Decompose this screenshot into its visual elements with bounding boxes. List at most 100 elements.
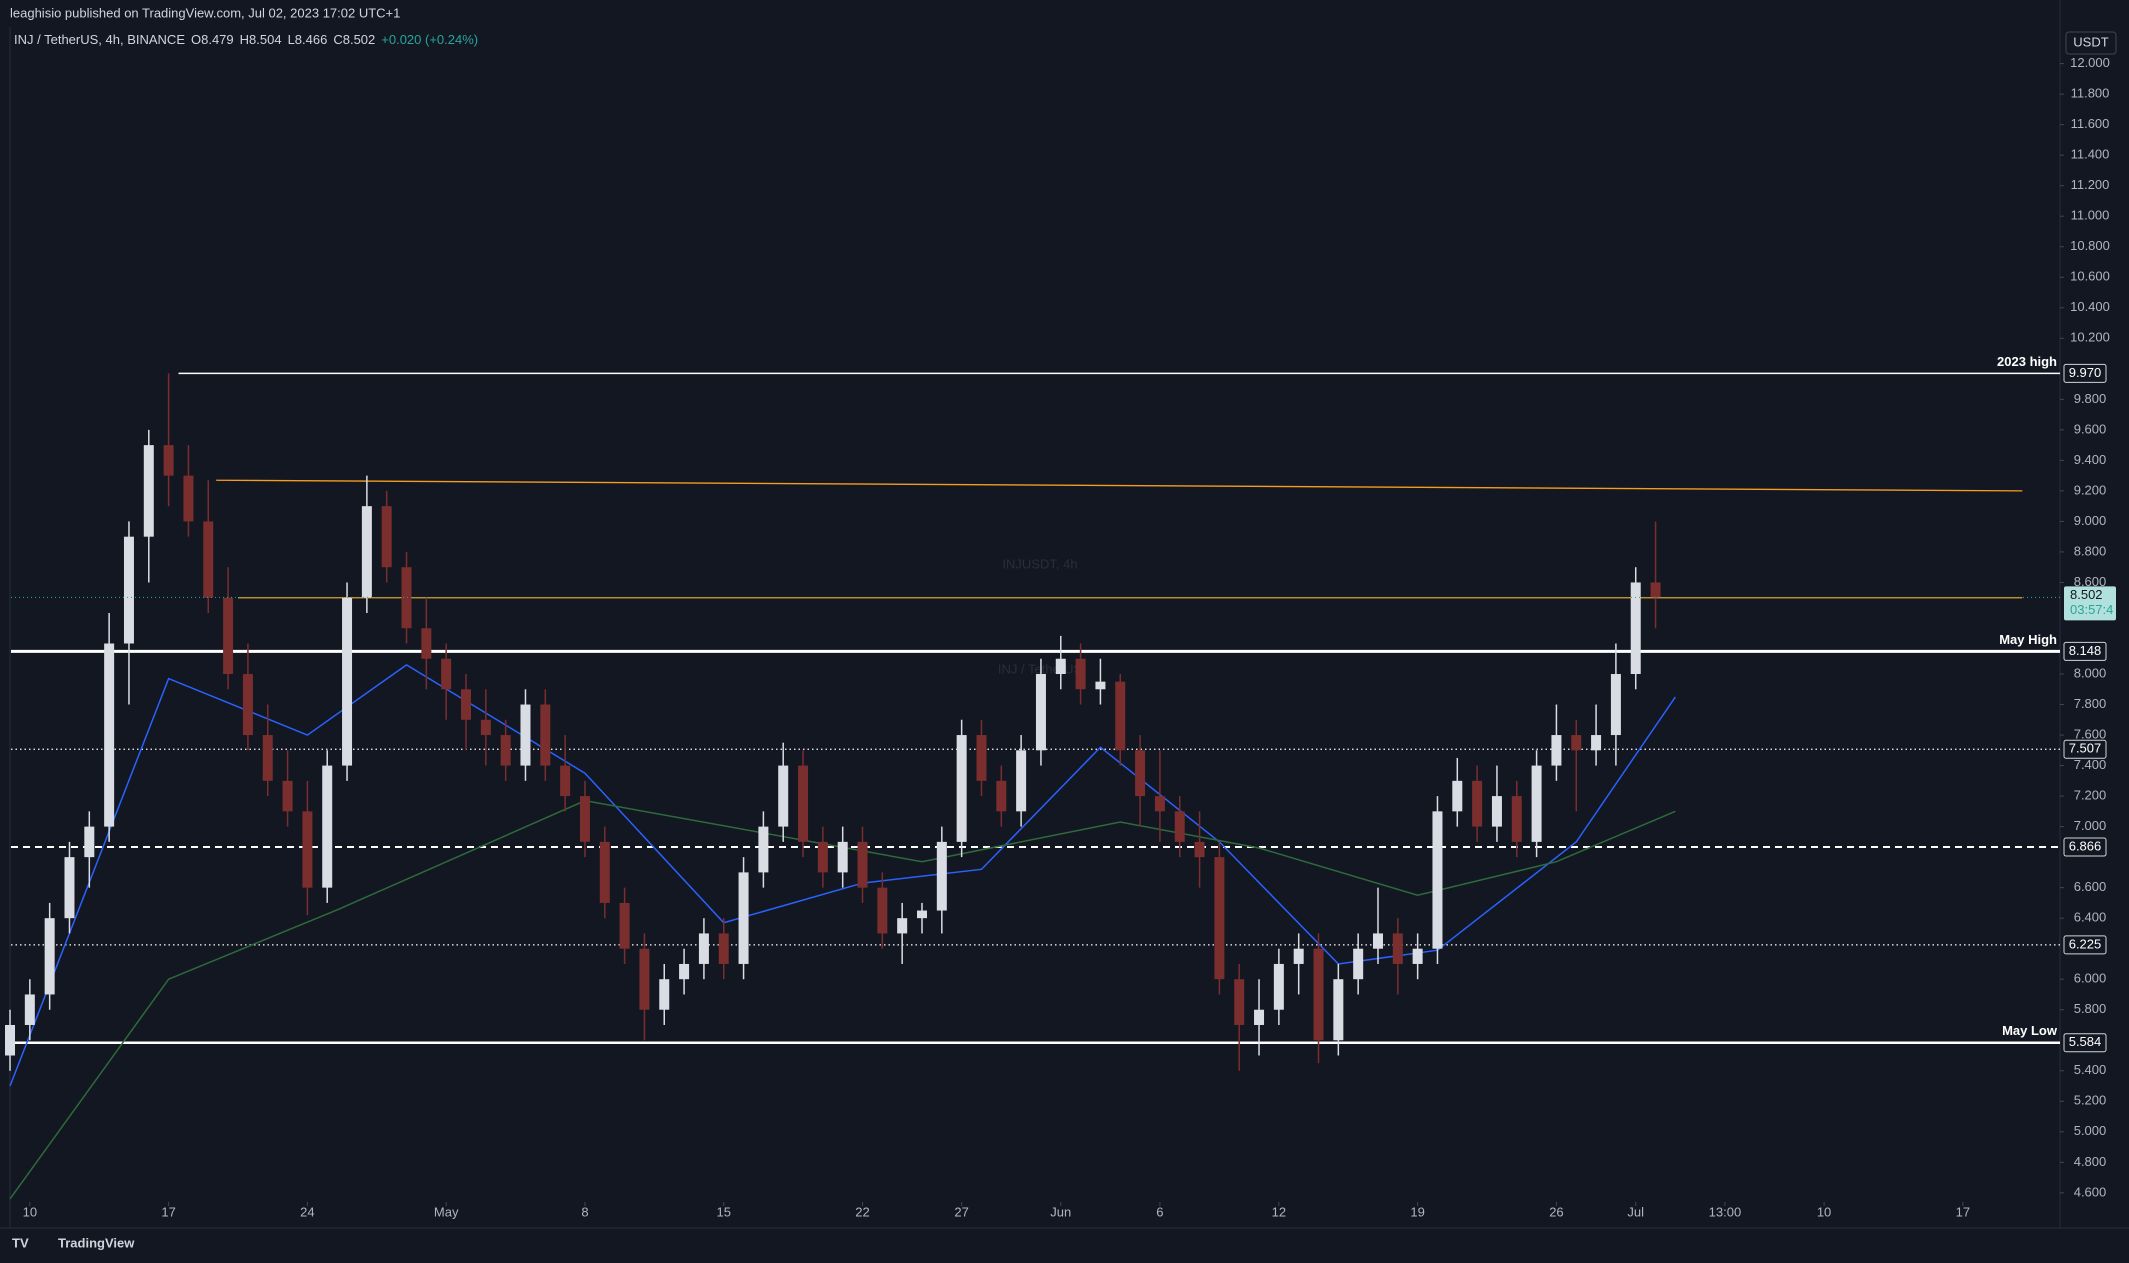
candle-body [639, 948, 650, 1010]
x-tick-label: 19 [1410, 1204, 1424, 1219]
candle-body [1571, 735, 1582, 751]
y-tick-label: 10.400 [2070, 299, 2110, 314]
legend-low: L8.466 [288, 32, 328, 47]
y-tick-label: 9.000 [2074, 513, 2107, 528]
candle-body [5, 1024, 16, 1056]
candle-body [1214, 857, 1225, 980]
candle-body [1135, 750, 1146, 797]
level-label-box [2063, 363, 2107, 383]
candle-body [1353, 948, 1364, 980]
y-tick-label: 8.800 [2074, 543, 2107, 558]
candle-body [381, 506, 392, 568]
x-tick-label: 22 [855, 1204, 869, 1219]
candle-body [441, 658, 452, 690]
x-tick-label: 10 [1817, 1204, 1831, 1219]
candle-body [936, 841, 947, 911]
candle-body [1392, 933, 1403, 964]
candle-body [1610, 674, 1621, 736]
candle-body [1174, 811, 1185, 842]
x-tick-label: 13:00 [1709, 1204, 1742, 1219]
candle-body [1452, 780, 1463, 812]
x-tick-label: Jun [1050, 1204, 1071, 1219]
candle-body [24, 994, 35, 1025]
trend-line [216, 479, 2023, 492]
candle-body [1234, 979, 1245, 1025]
candle-body [1551, 735, 1562, 766]
candle-body [123, 536, 134, 644]
candle-body [1055, 658, 1066, 675]
y-tick-label: 7.800 [2074, 696, 2107, 711]
level-label: 6.866 [2069, 838, 2102, 853]
candle-body [480, 719, 491, 736]
candle-body [1531, 765, 1542, 842]
level-name: 2023 high [1997, 354, 2057, 369]
level-label-box [2063, 935, 2107, 955]
y-tick-label: 11.200 [2071, 177, 2110, 192]
candle-body [877, 887, 888, 934]
legend-change: +0.020 (+0.24%) [381, 32, 478, 47]
candle-body [342, 597, 353, 766]
candle-body [817, 841, 828, 873]
level-label-box [2063, 641, 2107, 661]
y-tick-label: 7.200 [2074, 788, 2107, 803]
candle-body [163, 445, 174, 476]
candle-body [1372, 933, 1383, 949]
candle-body [1293, 948, 1304, 964]
brand: TradingView [58, 1235, 135, 1250]
y-tick-label: 9.400 [2074, 452, 2107, 467]
candle-body [322, 765, 333, 888]
x-tick-label: 10 [23, 1204, 37, 1219]
candle-body [1591, 735, 1602, 751]
level-label: 8.148 [2069, 643, 2102, 658]
level-label-box [2063, 837, 2107, 857]
x-tick-label: 24 [300, 1204, 314, 1219]
candle-body [361, 506, 372, 598]
brand-logo: TV [12, 1235, 29, 1250]
candle-body [1472, 780, 1483, 827]
y-tick-label: 7.600 [2074, 726, 2107, 741]
level-label-box [2063, 739, 2107, 759]
y-tick-label: 5.800 [2074, 1001, 2107, 1016]
y-tick-label: 9.200 [2074, 482, 2107, 497]
candle-body [461, 689, 472, 720]
level-name: May High [1999, 632, 2057, 647]
candle-body [996, 780, 1007, 812]
y-tick-label: 8.000 [2074, 665, 2107, 680]
candle-body [421, 628, 432, 659]
y-tick-label: 10.600 [2070, 269, 2110, 284]
candle-body [976, 735, 987, 781]
x-tick-label: 17 [161, 1204, 175, 1219]
candle-body [619, 902, 630, 949]
currency-box [2065, 31, 2117, 55]
candle-body [758, 826, 769, 873]
candle-body [718, 933, 729, 964]
level-label: 6.225 [2069, 936, 2102, 951]
currency: USDT [2073, 34, 2108, 49]
candle-body [1273, 963, 1284, 1010]
candle-body [540, 704, 551, 766]
y-tick-label: 9.600 [2074, 421, 2107, 436]
y-tick-label: 6.400 [2074, 910, 2107, 925]
candle-body [1511, 796, 1522, 842]
level-label: 5.584 [2069, 1034, 2102, 1049]
publish-info: leaghisio published on TradingView.com, … [10, 5, 400, 20]
candle-body [104, 643, 115, 827]
y-tick-label: 6.000 [2074, 971, 2107, 986]
candle-body [143, 445, 154, 537]
y-tick-label: 4.800 [2074, 1154, 2107, 1169]
x-tick-label: 8 [581, 1204, 588, 1219]
candle-body [798, 765, 809, 842]
candle-body [1491, 796, 1502, 827]
candle-body [1650, 582, 1661, 598]
last-price-label: 8.502 [2070, 587, 2103, 602]
x-tick-label: May [434, 1204, 459, 1219]
y-tick-label: 7.000 [2074, 818, 2107, 833]
candle-body [44, 918, 55, 995]
legend-high: H8.504 [240, 32, 282, 47]
x-tick-label: 6 [1156, 1204, 1163, 1219]
candle-body [738, 872, 749, 964]
candle-body [1254, 1009, 1265, 1025]
